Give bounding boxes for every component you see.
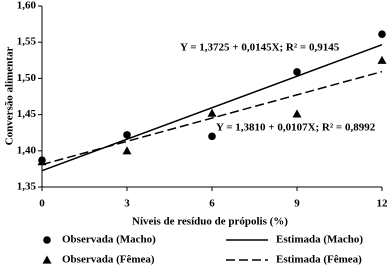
- y-tick-label: 1,35: [17, 181, 37, 193]
- x-tick-label: 3: [124, 198, 130, 210]
- y-tick-label: 1,60: [17, 0, 37, 12]
- equation-annotation: Y = 1,3725 + 0,0145X; R² = 0,9145: [180, 42, 340, 54]
- data-point: [293, 68, 301, 76]
- y-tick-label: 1,55: [17, 36, 37, 48]
- y-tick-label: 1,50: [17, 72, 37, 84]
- data-point: [377, 55, 387, 64]
- data-point: [292, 109, 302, 118]
- legend-label: Observada (Macho): [62, 234, 156, 246]
- legend-swatch: [42, 255, 52, 264]
- x-tick-label: 9: [294, 198, 300, 210]
- y-axis-label: Conversão alimentar: [4, 47, 16, 146]
- data-point: [208, 132, 216, 141]
- equation-annotation: Y = 1,3810 + 0,0107X; R² = 0,8992: [216, 122, 376, 134]
- x-tick-label: 6: [209, 198, 215, 210]
- legend-label: Estimada (Macho): [276, 234, 363, 246]
- legend-label: Estimada (Fêmea): [276, 254, 362, 266]
- y-tick-label: 1,40: [17, 144, 37, 156]
- data-point: [207, 108, 217, 117]
- data-point: [123, 131, 131, 139]
- fit-line: [41, 44, 383, 172]
- fit-line: [41, 70, 383, 166]
- x-axis-label: Níveis de resíduo de própolis (%): [132, 216, 288, 228]
- data-point: [378, 30, 386, 39]
- legend-swatch: [43, 236, 51, 244]
- legend-label: Observada (Fêmea): [62, 254, 155, 266]
- x-tick-label: 0: [39, 198, 45, 210]
- y-tick-label: 1,45: [17, 108, 37, 120]
- x-tick-label: 12: [377, 198, 389, 210]
- data-point: [122, 146, 132, 155]
